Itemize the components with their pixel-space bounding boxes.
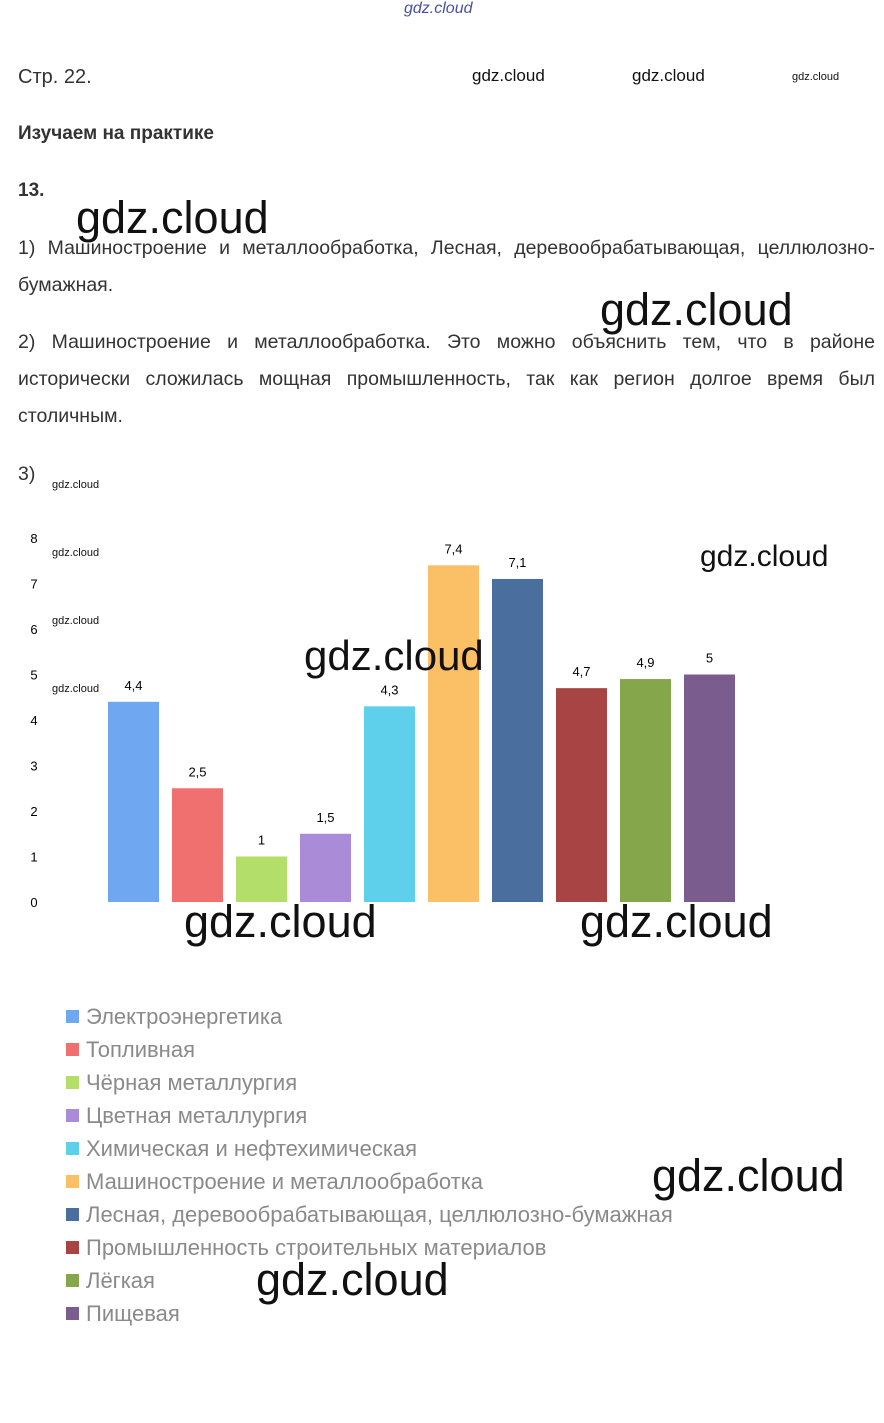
- legend-swatch: [66, 1274, 79, 1287]
- bar-data-label: 1: [258, 833, 265, 848]
- watermark-chart-small-4: gdz.cloud: [52, 683, 100, 695]
- bar-data-label: 2,5: [188, 764, 206, 779]
- y-tick-label: 0: [30, 895, 37, 910]
- bar: [428, 565, 479, 902]
- section-title: Изучаем на практике: [18, 123, 214, 144]
- bar: [492, 578, 543, 902]
- task-number: 13.: [18, 180, 45, 201]
- legend-item: Лесная, деревообрабатывающая, целлюлозно…: [66, 1198, 673, 1231]
- legend-label: Лёгкая: [86, 1267, 155, 1293]
- y-tick-label: 1: [30, 850, 37, 865]
- legend-swatch: [66, 1241, 79, 1254]
- legend-item: Топливная: [66, 1033, 673, 1066]
- watermark-chart-small-2: gdz.cloud: [52, 547, 100, 559]
- legend-swatch: [66, 1142, 79, 1155]
- watermark-header-small: gdz.cloud: [792, 71, 840, 83]
- legend-swatch: [66, 1043, 79, 1056]
- watermark-legend-2: gdz.cloud: [256, 1254, 449, 1305]
- watermark-legend-1: gdz.cloud: [652, 1150, 845, 1201]
- legend-swatch: [66, 1076, 79, 1089]
- bar: [108, 701, 159, 902]
- legend-label: Топливная: [86, 1036, 195, 1062]
- legend-label: Лесная, деревообрабатывающая, целлюлозно…: [86, 1201, 673, 1227]
- legend-swatch: [66, 1208, 79, 1221]
- bar-data-label: 4,4: [124, 678, 142, 693]
- bar: [172, 788, 223, 902]
- bar-chart: 0 1 2 3 4 5 6 7 8 4,4 2,5 1 1,5 4,3 7,4 7,1 4,7 4,9 5: [30, 531, 735, 910]
- bar-data-label: 1,5: [316, 810, 334, 825]
- y-tick-label: 6: [30, 622, 37, 637]
- chart-legend: Электроэнергетика Топливная Чёрная металлу…: [66, 1000, 673, 1330]
- legend-label: Электроэнергетика: [86, 1003, 283, 1029]
- legend-item: Промышленность строительных материалов: [66, 1231, 673, 1264]
- legend-item: Пищевая: [66, 1297, 673, 1330]
- bar-data-label: 7,4: [444, 541, 462, 556]
- legend-label: Чёрная металлургия: [86, 1069, 298, 1095]
- legend-label: Машиностроение и металлообработка: [86, 1168, 484, 1194]
- y-tick-label: 8: [30, 531, 37, 546]
- watermark-big-1: gdz.cloud: [76, 192, 269, 243]
- legend-swatch: [66, 1175, 79, 1188]
- watermark-chart-small-3: gdz.cloud: [52, 615, 100, 627]
- bar-data-label: 4,9: [636, 655, 654, 670]
- legend-item: Лёгкая: [66, 1264, 673, 1297]
- legend-item: Машиностроение и металлообработка: [66, 1165, 673, 1198]
- legend-label: Цветная металлургия: [86, 1102, 308, 1128]
- watermark-chart-small-1: gdz.cloud: [52, 479, 100, 491]
- legend-item: Чёрная металлургия: [66, 1066, 673, 1099]
- watermark-top: gdz.cloud: [404, 0, 473, 17]
- legend-label: Пищевая: [86, 1300, 180, 1326]
- answer-1: 1) Машиностроение и металлообработка, Ле…: [18, 237, 875, 296]
- legend-label: Химическая и нефтехимическая: [86, 1135, 418, 1161]
- watermark-big-2: gdz.cloud: [600, 284, 793, 335]
- watermark-header-2: gdz.cloud: [632, 66, 705, 85]
- y-tick-label: 4: [30, 713, 37, 728]
- watermark-chart-center: gdz.cloud: [304, 632, 484, 679]
- legend-item: Электроэнергетика: [66, 1000, 673, 1033]
- y-tick-label: 3: [30, 759, 37, 774]
- page-reference: Стр. 22.: [18, 66, 92, 88]
- bar-data-label: 5: [706, 651, 713, 666]
- y-tick-label: 5: [30, 668, 37, 683]
- bar-data-label: 7,1: [508, 555, 526, 570]
- bar: [364, 706, 415, 902]
- watermark-header-1: gdz.cloud: [472, 66, 545, 85]
- bar: [300, 833, 351, 902]
- bar-data-label: 4,3: [380, 682, 398, 697]
- legend-swatch: [66, 1109, 79, 1122]
- legend-label: Промышленность строительных материалов: [86, 1234, 547, 1260]
- y-tick-label: 2: [30, 804, 37, 819]
- legend-item: Химическая и нефтехимическая: [66, 1132, 673, 1165]
- watermark-bottom-1: gdz.cloud: [184, 896, 377, 947]
- answer-2: 2) Машиностроение и металлообработка. Эт…: [18, 331, 875, 427]
- legend-swatch: [66, 1307, 79, 1320]
- legend-item: Цветная металлургия: [66, 1099, 673, 1132]
- answer-3-label: 3): [18, 463, 36, 485]
- bar: [684, 674, 735, 902]
- bar: [620, 679, 671, 902]
- bar: [236, 856, 287, 902]
- watermark-chart-right: gdz.cloud: [700, 540, 829, 573]
- y-tick-label: 7: [30, 577, 37, 592]
- watermark-bottom-2: gdz.cloud: [580, 896, 773, 947]
- bar: [556, 688, 607, 902]
- bar-data-label: 4,7: [572, 664, 590, 679]
- legend-swatch: [66, 1010, 79, 1023]
